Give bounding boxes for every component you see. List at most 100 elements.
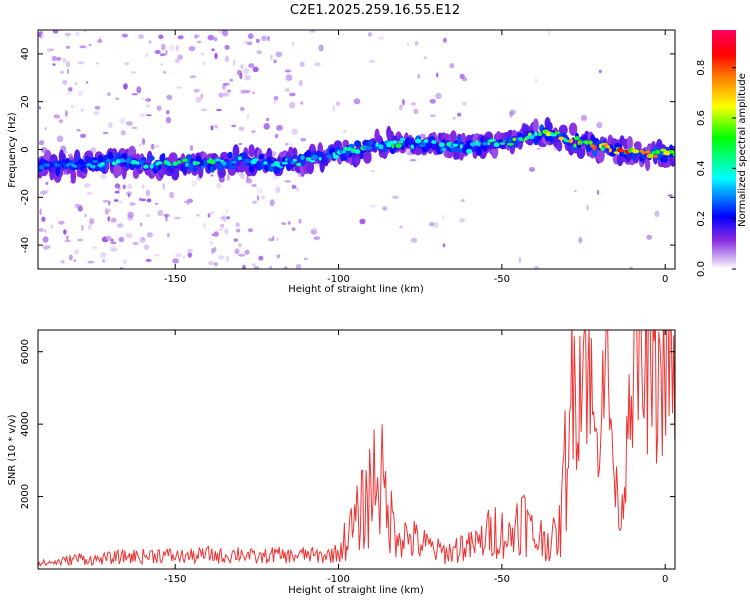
spectrogram-noise-blob [188,46,196,52]
spectrogram-noise-blob [281,222,287,225]
y-tick-label: 2000 [20,484,31,509]
snr-panel: -150 -100 -50 0 2000 4000 6000 Height of stra… [7,329,676,596]
spectrogram-noise-blob [115,97,120,100]
spectrogram-noise-blob [410,102,417,106]
spectrogram-noise-blob [275,186,281,194]
spectrogram-noise-blob [207,34,215,41]
spectrogram-noise-blob [353,98,361,105]
spectrogram-noise-blob [77,61,85,65]
spectrogram-noise-blob [160,63,164,66]
spectrogram-noise-blob [291,128,299,135]
spectrogram-noise-blob [240,89,248,94]
spectrogram-ridge-blob [237,156,242,161]
spectrogram-ridge-blob [311,154,318,160]
spectrogram-noise-blob [370,170,375,173]
spectrogram-ridge-blob [584,140,589,145]
spectrogram-noise-blob [237,171,244,177]
snr-series-line [38,330,675,567]
spectrogram-noise-blob [459,73,465,79]
spectrogram-noise-blob [654,210,660,217]
spectrogram-noise-blob [246,113,250,120]
spectrogram-ridge-blob [292,158,297,162]
spectrogram-noise-blob [303,257,308,260]
spectrogram-ridge-blob [469,142,477,147]
spectrogram-noise-blob [518,256,522,264]
spectrogram-noise-blob [194,34,198,39]
spectrogram-noise-blob [442,214,445,220]
spectrogram-ridge-blob [296,162,302,167]
spectrogram-ridge-blob [534,131,538,137]
spectrogram-noise-blob [242,264,246,267]
spectrogram-noise-blob [76,129,81,132]
spectrogram-noise-blob [84,30,87,33]
spectrogram-noise-blob [423,56,427,60]
spectrogram-ridge-blob [556,140,563,152]
spectrogram-ridge-blob [97,154,104,165]
spectrogram-noise-blob [536,147,542,150]
spectrogram-noise-blob [44,229,47,233]
spectrogram-noise-blob [578,236,583,244]
spectrogram-noise-blob [234,248,240,255]
spectrogram-noise-blob [232,60,236,66]
spectrogram-noise-blob [196,214,200,217]
spectrogram-noise-blob [442,243,446,248]
spectrogram-noise-blob [223,92,230,97]
spectrogram-ridge-blob [111,161,118,166]
spectrogram-noise-blob [580,114,588,121]
spectrogram-noise-blob [222,83,226,91]
spectrogram-noise-blob [187,248,194,253]
spectrogram-noise-blob [169,44,175,52]
spectrogram-noise-blob [108,122,113,129]
spectrogram-noise-blob [120,130,126,136]
spectrogram-noise-blob [143,244,150,251]
spectrogram-noise-blob [586,205,589,211]
spectrogram-noise-blob [46,47,51,53]
spectrogram-ridge-blob [579,140,583,145]
spectrogram-noise-blob [140,198,146,202]
spectrogram-noise-blob [407,42,409,47]
spectrogram-noise-blob [434,221,439,228]
spectrogram-noise-blob [129,202,136,206]
spectrogram-noise-blob [429,114,436,118]
spectrogram-noise-blob [200,52,205,56]
x-tick-label: -100 [327,574,350,585]
spectrogram-noise-blob [42,236,49,243]
spectrogram-ridge-blob [328,155,332,160]
spectrogram-noise-blob [251,130,256,133]
spectrogram-ridge-blob [644,150,651,154]
spectrogram-noise-blob [153,253,160,257]
spectrogram-noise-blob [548,30,551,36]
spectrogram-ridge-blob [51,166,57,174]
spectrogram-ridge-blob [423,139,429,143]
spectrogram-ridge-blob [520,138,524,142]
spectrogram-noise-blob [405,148,411,156]
spectrogram-noise [38,30,673,269]
spectrogram-noise-blob [142,138,146,146]
spectrogram-noise-blob [219,216,226,220]
spectrogram-noise-blob [119,117,126,125]
spectrogram-noise-blob [377,36,385,40]
spectrogram-ridge-blob [56,161,63,165]
spectrogram-noise-blob [196,40,202,44]
spectrogram-ridge-blob [395,143,402,149]
spectrogram-noise-blob [289,143,294,146]
spectrogram-noise-blob [213,231,219,237]
spectrogram-noise-blob [202,61,205,66]
spectrogram-noise-blob [226,174,230,181]
spectrogram-ridge-blob [215,158,222,162]
spectrogram-ridge-blob [318,156,322,161]
spectrogram-noise-blob [314,62,321,67]
spectrogram-noise-blob [74,249,80,255]
spectrogram-ridge-blob [49,162,54,168]
spectrogram-ridge-blob [263,161,268,165]
spectrogram-ridge-blob [441,147,447,151]
spectrogram-ridge-blob [290,161,296,165]
spectrogram-noise-blob [318,44,324,52]
spectrogram-x-label: Height of straight line (km) [288,284,424,295]
y-tick-label: 0 [20,146,31,152]
spectrogram-noise-blob [646,234,652,240]
x-tick-label: -150 [164,274,187,285]
spectrogram-noise-blob [435,92,442,100]
spectrogram-noise-blob [238,142,243,146]
spectrogram-ridge-blob [502,139,507,143]
